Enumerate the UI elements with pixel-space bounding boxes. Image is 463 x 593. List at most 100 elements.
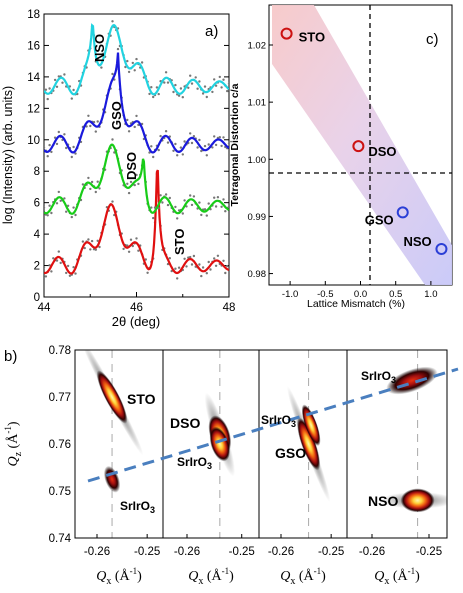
a-ytick-label: 4 <box>34 229 41 241</box>
b-substrate-label-sto: STO <box>127 391 156 407</box>
c-point-gso <box>396 206 409 219</box>
a-curve-gso <box>44 52 229 154</box>
c-ytick-label: 0.99 <box>248 212 267 223</box>
a-datapoint <box>181 96 184 99</box>
a-datapoint <box>166 141 170 144</box>
a-datapoint <box>214 205 218 208</box>
b-substrate-label-gso: GSO <box>275 445 306 461</box>
a-datapoint <box>140 61 144 64</box>
a-ytick-label: 2 <box>34 261 40 273</box>
a-datapoint <box>227 205 229 208</box>
c-xtick-label: 0.5 <box>389 289 402 300</box>
a-datapoint <box>148 92 151 96</box>
panel-b-ylabel: Qz (Å-1) <box>3 421 24 466</box>
a-datapoint <box>222 198 225 201</box>
a-datapoint <box>207 143 210 146</box>
b-map-dso <box>163 350 259 538</box>
a-datapoint <box>133 125 136 129</box>
a-ytick-label: 0 <box>34 292 40 304</box>
a-datapoint <box>98 245 101 249</box>
a-datapoint <box>44 146 46 149</box>
a-datapoint <box>213 196 216 199</box>
a-datapoint <box>87 238 90 241</box>
a-datapoint <box>63 197 66 200</box>
a-curve-nso <box>44 23 229 96</box>
a-datapoint <box>168 196 171 200</box>
a-datapoint <box>213 257 216 260</box>
a-curve-sto <box>44 169 229 275</box>
a-datapoint <box>174 142 177 146</box>
a-datapoint <box>57 75 60 78</box>
b-xtick-label: -0.25 <box>229 546 255 558</box>
a-datapoint <box>192 135 196 138</box>
a-datapoint <box>152 95 155 99</box>
a-datapoint <box>126 244 129 247</box>
a-datapoint <box>157 92 160 96</box>
a-datapoint <box>164 71 168 74</box>
a-datapoint <box>48 87 51 90</box>
a-datapoint <box>111 138 114 141</box>
a-datapoint <box>218 136 221 139</box>
a-datapoint <box>222 78 225 81</box>
a-datapoint <box>70 155 74 159</box>
a-datapoint <box>65 210 68 213</box>
c-ytick-label: 1.01 <box>248 98 267 109</box>
a-datapoint <box>68 274 72 277</box>
a-datapoint <box>100 66 103 69</box>
a-datapoint <box>127 130 131 133</box>
b-xlabel: Qx (Å-1) <box>188 566 234 587</box>
a-xtick-label: 46 <box>130 302 143 314</box>
panel-a-curve-labels: NSO GSO DSO STO <box>92 34 187 255</box>
panel-c-ticks: -1.0 -0.5 0.0 0.5 1.0 0.98 0.99 1.00 1.01 1.02 <box>248 41 438 301</box>
c-xtick-label: -1.0 <box>282 289 298 300</box>
a-datapoint <box>70 215 74 219</box>
a-datapoint <box>98 187 101 190</box>
a-datapoint <box>205 272 208 275</box>
a-datapoint <box>72 88 75 92</box>
a-datapoint <box>133 69 136 72</box>
a-datapoint <box>177 94 181 97</box>
a-datapoint <box>48 143 51 147</box>
a-datapoint <box>150 206 153 209</box>
a-ytick-label: 18 <box>27 9 40 21</box>
a-datapoint <box>94 190 98 194</box>
a-datapoint <box>176 217 179 220</box>
a-datapoint <box>127 70 131 74</box>
c-xtick-label: -0.5 <box>317 289 333 300</box>
a-datapoint <box>205 214 208 217</box>
a-datapoint <box>207 202 210 205</box>
a-curve-dso <box>44 143 229 215</box>
a-ytick-label: 16 <box>27 40 40 52</box>
b-xtick-label: -0.25 <box>416 546 442 558</box>
a-datapoint <box>179 87 183 90</box>
a-datapoint <box>111 200 114 203</box>
b-substrate-peak <box>96 370 128 424</box>
a-datapoint <box>194 76 197 79</box>
b-map-sto <box>75 350 163 538</box>
a-datapoint <box>181 153 184 156</box>
a-datapoint <box>164 193 168 196</box>
a-datapoint <box>183 257 186 260</box>
a-datapoint <box>224 271 227 275</box>
a-datapoint <box>177 266 181 269</box>
a-datapoint <box>159 194 162 197</box>
a-datapoint <box>198 263 201 266</box>
b-ytick-label: 0.76 <box>49 439 71 451</box>
a-datapoint <box>198 138 201 142</box>
a-datapoint <box>205 95 208 99</box>
a-datapoint <box>172 90 175 94</box>
a-datapoint <box>190 141 194 145</box>
b-ytick-label: 0.78 <box>49 345 71 357</box>
panel-a-curves <box>44 20 229 280</box>
a-label-dso: DSO <box>124 152 139 180</box>
a-xtick-label: 44 <box>38 302 51 314</box>
a-datapoint <box>135 173 138 177</box>
c-point-label: GSO <box>365 212 394 227</box>
c-point-label: DSO <box>368 144 396 159</box>
a-datapoint <box>122 247 125 251</box>
a-datapoint <box>164 130 168 133</box>
a-datapoint <box>66 264 70 268</box>
a-datapoint <box>44 88 48 91</box>
